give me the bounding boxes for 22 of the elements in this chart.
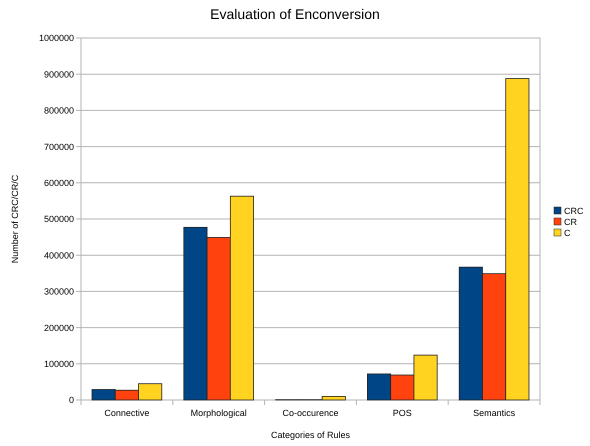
x-tick-label: Co-occurence [282, 408, 339, 418]
y-tick-label: 500000 [44, 214, 74, 224]
y-tick-label: 100000 [44, 358, 74, 369]
legend-label: CRC [564, 206, 584, 216]
chart-title: Evaluation of Enconversion [210, 6, 380, 22]
y-tick-label: 600000 [44, 178, 74, 188]
y-tick-label: 200000 [44, 322, 74, 333]
y-tick-label: 400000 [44, 250, 74, 260]
x-tick-label: Morphological [190, 408, 247, 418]
y-axis-title: Number of CRC/CR/C [10, 174, 20, 264]
x-tick-label: Semantics [473, 408, 516, 418]
x-tick-label: POS [392, 408, 412, 418]
legend-label: C [564, 228, 571, 238]
y-tick-label: 1000000 [38, 33, 74, 44]
y-tick-label: 800000 [44, 106, 74, 116]
y-tick-label: 900000 [44, 69, 74, 80]
x-axis-title: Categories of Rules [270, 430, 351, 440]
y-tick-label: 700000 [44, 142, 74, 152]
x-tick-label: Connective [104, 408, 150, 418]
y-tick-label: 0 [68, 395, 74, 406]
legend-label: CR [564, 217, 578, 227]
y-tick-label: 300000 [44, 286, 74, 297]
